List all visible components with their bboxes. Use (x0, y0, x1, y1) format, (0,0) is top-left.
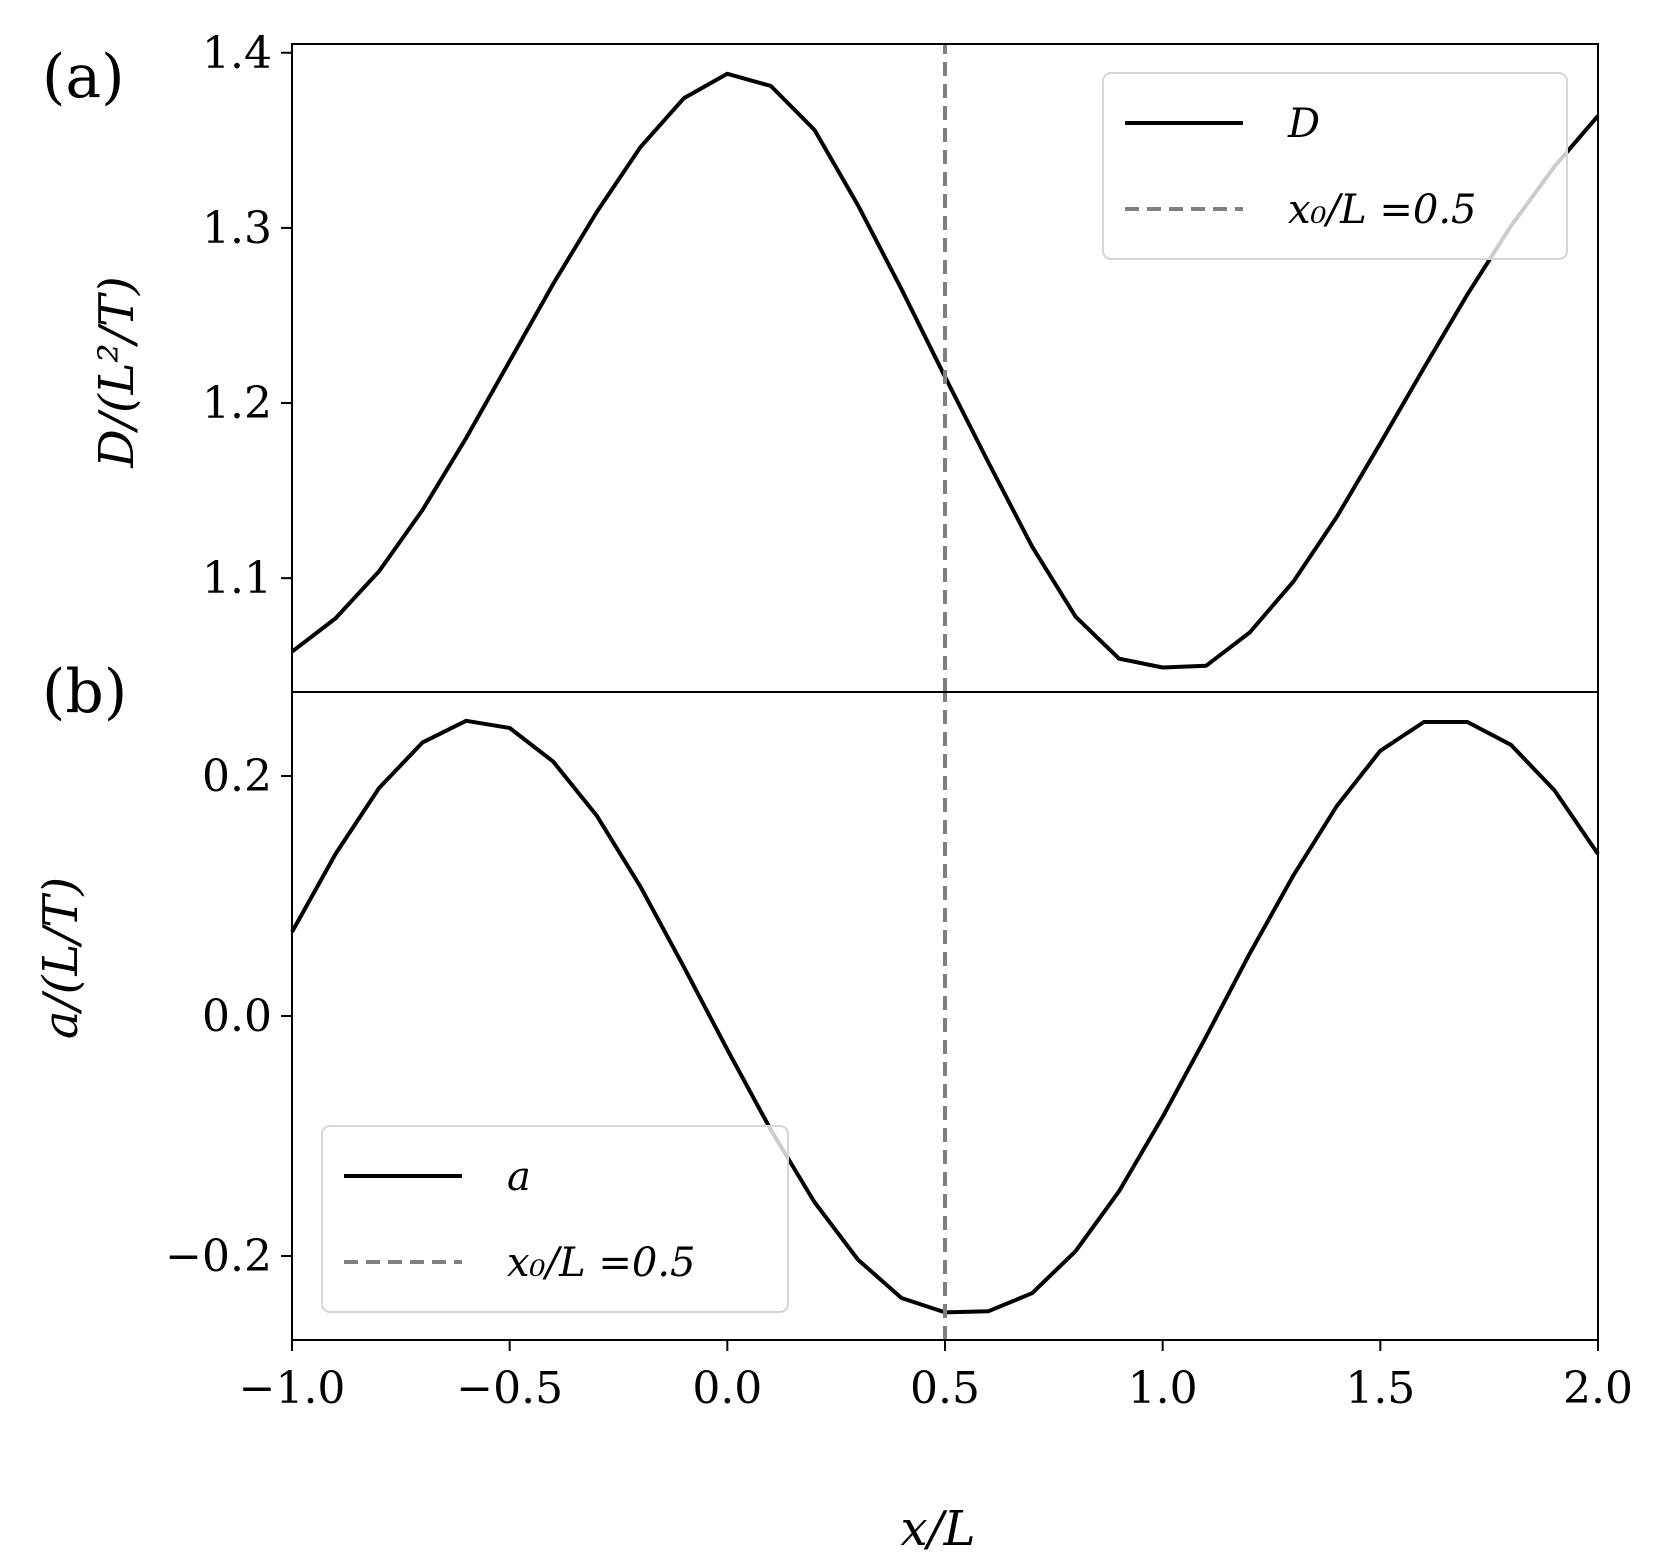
y-tick-label: 1.2 (202, 378, 272, 429)
x-tick-label: 2.0 (1563, 1363, 1633, 1414)
x-tick-label: 1.0 (1128, 1363, 1198, 1414)
plot-area: 1.1 1.2 1.3 1.4 Dx₀/L =0.5 −0.2 0.0 0.2 a x₀/L =0… (165, 28, 1633, 1414)
panel-label-a: (a) (42, 42, 125, 112)
y-axis-label-a: D/(L²/T) (89, 276, 145, 468)
legend-box (321, 1125, 789, 1313)
y-tick-label: 0.2 (202, 751, 272, 802)
y-tick-label: 1.3 (202, 203, 272, 254)
y-tick-label: 0.0 (202, 991, 272, 1042)
x-tick-label: −0.5 (456, 1363, 563, 1414)
x-axis-label: x/L (900, 1501, 975, 1557)
legend-label: a (507, 1154, 531, 1200)
legend-label: x₀/L =0.5 (507, 1240, 695, 1286)
legend-label: D (1287, 101, 1320, 147)
y-tick-label: 1.4 (202, 28, 272, 79)
x-tick-label: 1.5 (1345, 1363, 1415, 1414)
legend-label: x₀/L =0.5 (1288, 187, 1476, 233)
legend-box (1102, 72, 1568, 260)
x-tick-label: 0.5 (910, 1363, 980, 1414)
x-tick-label: 0.0 (692, 1363, 762, 1414)
y-tick-label: 1.1 (202, 553, 272, 604)
y-tick-label: −0.2 (165, 1231, 272, 1282)
x-tick-label: −1.0 (239, 1363, 346, 1414)
panel-label-b: (b) (42, 657, 127, 727)
y-axis-label-b: a/(L/T) (33, 877, 89, 1039)
